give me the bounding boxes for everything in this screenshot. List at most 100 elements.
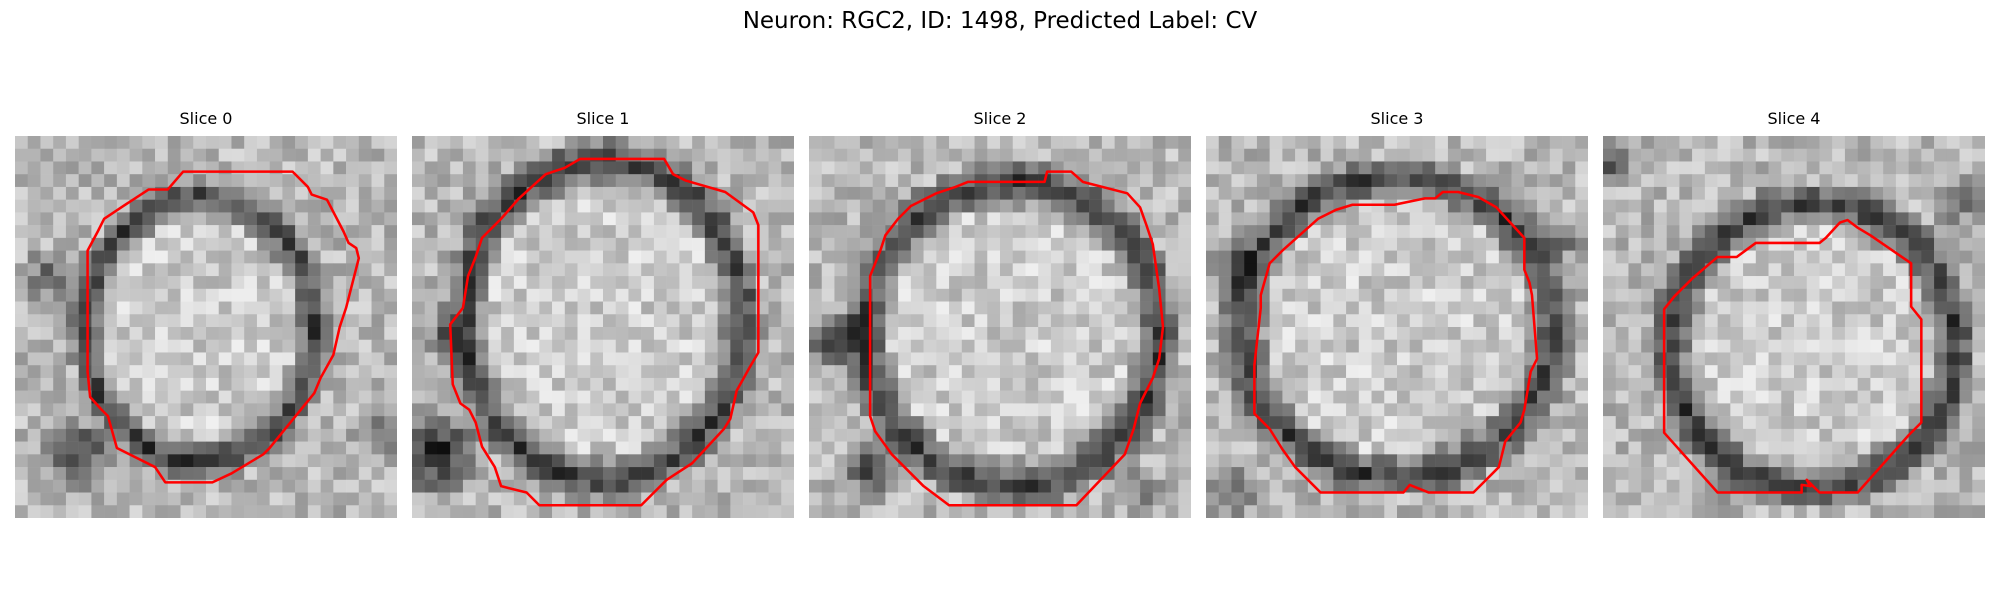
pixel (1076, 276, 1089, 289)
pixel (1486, 454, 1499, 467)
pixel (885, 149, 898, 162)
pixel (1051, 187, 1064, 200)
pixel (603, 365, 616, 378)
pixel (898, 352, 911, 365)
pixel (1025, 263, 1038, 276)
pixel (1550, 340, 1563, 353)
pixel (1064, 378, 1077, 391)
pixel (1743, 493, 1756, 506)
pixel (822, 429, 835, 442)
pixel (603, 340, 616, 353)
pixel (1448, 289, 1461, 302)
pixel (679, 302, 692, 315)
pixel (257, 391, 270, 404)
pixel (15, 302, 28, 315)
pixel (769, 314, 782, 327)
pixel (193, 352, 206, 365)
pixel (501, 429, 514, 442)
pixel (79, 251, 92, 264)
pixel (552, 365, 565, 378)
pixel (463, 467, 476, 480)
pixel (1064, 276, 1077, 289)
pixel (1013, 225, 1026, 238)
pixel (1667, 429, 1680, 442)
pixel (244, 314, 257, 327)
pixel (654, 251, 667, 264)
pixel (1038, 314, 1051, 327)
pixel (641, 161, 654, 174)
pixel (28, 429, 41, 442)
pixel (1947, 493, 1960, 506)
pixel (769, 327, 782, 340)
pixel (1372, 200, 1385, 213)
pixel (1397, 327, 1410, 340)
pixel (514, 454, 527, 467)
pixel (1435, 174, 1448, 187)
pixel (1359, 403, 1372, 416)
pixel (1679, 225, 1692, 238)
pixel (539, 200, 552, 213)
pixel (578, 225, 591, 238)
pixel (628, 187, 641, 200)
pixel (590, 238, 603, 251)
pixel (1537, 467, 1550, 480)
pixel (860, 136, 873, 149)
pixel (822, 391, 835, 404)
pixel (1244, 416, 1257, 429)
pixel (628, 365, 641, 378)
pixel (28, 289, 41, 302)
pixel (1038, 302, 1051, 315)
pixel (1321, 149, 1334, 162)
pixel (1781, 174, 1794, 187)
pixel (219, 378, 232, 391)
pixel (270, 136, 283, 149)
pixel (321, 340, 334, 353)
pixel (1524, 200, 1537, 213)
pixel (346, 174, 359, 187)
pixel (1448, 391, 1461, 404)
pixel (142, 378, 155, 391)
pixel (1410, 174, 1423, 187)
pixel (1282, 467, 1295, 480)
pixel (1257, 136, 1270, 149)
pixel (1845, 416, 1858, 429)
pixel (1231, 442, 1244, 455)
pixel (1115, 493, 1128, 506)
pixel (654, 416, 667, 429)
pixel (1448, 442, 1461, 455)
pixel (142, 225, 155, 238)
pixel (1051, 378, 1064, 391)
pixel (359, 378, 372, 391)
pixel (1333, 174, 1346, 187)
pixel (1921, 212, 1934, 225)
pixel (219, 454, 232, 467)
pixel (219, 289, 232, 302)
pixel (1384, 136, 1397, 149)
pixel (1718, 136, 1731, 149)
pixel (372, 212, 385, 225)
pixel (936, 263, 949, 276)
pixel (1333, 454, 1346, 467)
pixel (911, 403, 924, 416)
pixel (1435, 200, 1448, 213)
pixel (1333, 314, 1346, 327)
pixel (1743, 403, 1756, 416)
pixel (1473, 327, 1486, 340)
pixel (860, 174, 873, 187)
pixel (1295, 327, 1308, 340)
pixel (1575, 225, 1588, 238)
pixel (501, 238, 514, 251)
pixel (718, 225, 731, 238)
pixel (578, 365, 591, 378)
pixel (412, 403, 425, 416)
pixel (40, 365, 53, 378)
pixel (1270, 263, 1283, 276)
pixel (718, 442, 731, 455)
pixel (104, 352, 117, 365)
pixel (1628, 314, 1641, 327)
pixel (193, 327, 206, 340)
pixel (860, 467, 873, 480)
pixel (1832, 365, 1845, 378)
pixel (15, 174, 28, 187)
pixel (333, 365, 346, 378)
